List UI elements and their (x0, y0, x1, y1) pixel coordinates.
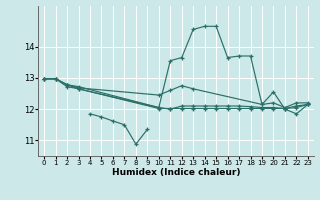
X-axis label: Humidex (Indice chaleur): Humidex (Indice chaleur) (112, 168, 240, 177)
